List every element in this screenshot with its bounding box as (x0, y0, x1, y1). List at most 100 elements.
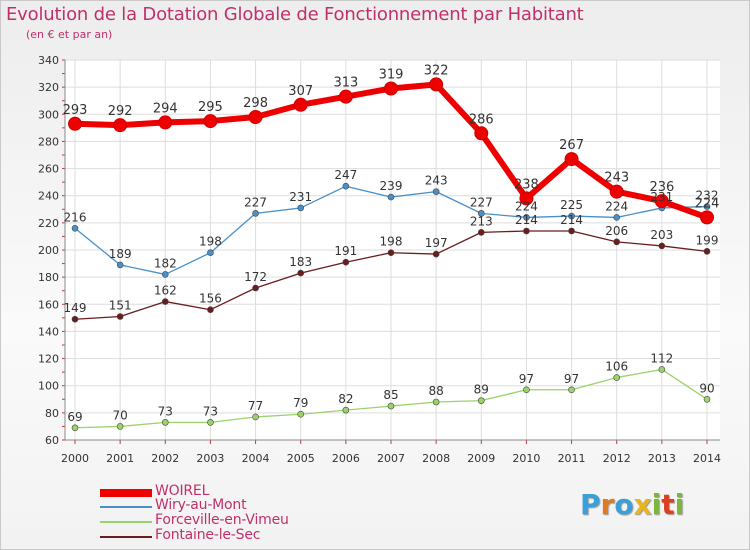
data-point (432, 398, 440, 406)
data-point (252, 284, 259, 292)
y-tick-label: 180 (38, 271, 59, 284)
y-tick-label: 200 (38, 244, 59, 257)
data-point (252, 210, 259, 217)
x-tick-label: 2009 (467, 452, 495, 465)
data-label: 227 (470, 195, 493, 209)
data-label: 197 (425, 236, 448, 250)
y-tick-label: 100 (38, 380, 59, 393)
data-point (519, 191, 534, 206)
data-label: 198 (380, 235, 403, 249)
data-point (700, 210, 714, 225)
data-label: 322 (424, 63, 449, 78)
data-label: 79 (293, 396, 308, 410)
data-point (342, 258, 350, 266)
data-label: 232 (696, 189, 719, 203)
x-tick-label: 2001 (106, 452, 134, 465)
y-tick-label: 80 (45, 407, 59, 420)
y-tick-label: 300 (38, 108, 59, 121)
data-point (523, 227, 530, 235)
data-point (703, 248, 711, 255)
data-label: 73 (158, 404, 173, 418)
data-point (71, 424, 79, 432)
data-point (474, 126, 489, 141)
data-label: 239 (380, 179, 403, 193)
data-label: 214 (560, 213, 583, 227)
y-tick-label: 240 (38, 190, 59, 203)
x-tick-label: 2005 (287, 452, 315, 465)
data-label: 97 (519, 372, 534, 386)
data-point (297, 204, 305, 212)
data-label: 231 (650, 190, 673, 204)
data-label: 224 (515, 199, 538, 213)
legend-label: Fontaine-le-Sec (155, 527, 261, 543)
data-point (477, 229, 485, 236)
x-tick-label: 2003 (196, 452, 224, 465)
data-point (564, 152, 579, 167)
data-point (338, 89, 353, 104)
logo-letter: t (661, 488, 675, 521)
logo-letter: x (633, 488, 652, 521)
x-tick-label: 2008 (422, 452, 450, 465)
data-label: 224 (695, 196, 720, 211)
data-point (161, 298, 169, 305)
data-label: 247 (334, 168, 357, 182)
x-tick-label: 2002 (151, 452, 179, 465)
data-point (71, 315, 79, 323)
logo-letter: i (651, 488, 662, 521)
data-label: 238 (514, 177, 539, 192)
y-tick-label: 340 (38, 54, 59, 67)
data-point (342, 182, 350, 190)
logo-letter: i (674, 488, 685, 521)
data-label: 292 (108, 104, 133, 119)
y-tick-label: 320 (38, 81, 59, 94)
data-point (609, 184, 624, 199)
y-tick-label: 260 (38, 163, 59, 176)
legend-label: Forceville-en-Vimeu (155, 512, 289, 528)
data-point (342, 406, 350, 414)
legend-swatch (100, 521, 152, 523)
data-label: 214 (515, 213, 538, 227)
data-label: 191 (334, 244, 357, 258)
data-label: 295 (198, 100, 223, 115)
data-point (207, 306, 214, 314)
data-label: 203 (650, 228, 673, 242)
data-label: 225 (560, 198, 583, 212)
series-woirel (68, 77, 714, 225)
data-point (387, 249, 395, 257)
data-point (432, 188, 440, 195)
data-label: 89 (474, 383, 489, 397)
data-label: 189 (109, 247, 132, 261)
data-label: 286 (469, 112, 494, 127)
data-point (161, 271, 169, 278)
data-point (387, 402, 395, 410)
data-point (71, 224, 79, 232)
data-label: 224 (605, 199, 628, 213)
data-label: 151 (109, 299, 132, 313)
data-label: 70 (113, 408, 128, 422)
y-tick-label: 160 (38, 298, 59, 311)
data-label: 106 (605, 360, 628, 374)
data-label: 213 (470, 214, 493, 228)
data-label: 267 (559, 138, 584, 153)
data-point (613, 238, 621, 246)
data-point (613, 374, 621, 381)
legend-swatch (100, 536, 152, 538)
data-label: 236 (649, 180, 674, 195)
data-point (68, 116, 82, 131)
data-label: 69 (67, 410, 82, 424)
data-point (293, 97, 308, 112)
data-point (568, 212, 575, 220)
data-point (432, 250, 440, 258)
data-label: 243 (425, 174, 448, 188)
data-label: 199 (696, 233, 719, 247)
x-tick-label: 2013 (648, 452, 676, 465)
data-label: 227 (244, 195, 267, 209)
x-tick-label: 2010 (512, 452, 540, 465)
logo-letter: P (580, 488, 601, 521)
data-label: 294 (153, 101, 178, 116)
data-label: 77 (248, 399, 263, 413)
legend-swatch (100, 506, 152, 508)
data-label: 149 (64, 301, 87, 315)
data-label: 307 (288, 84, 313, 99)
